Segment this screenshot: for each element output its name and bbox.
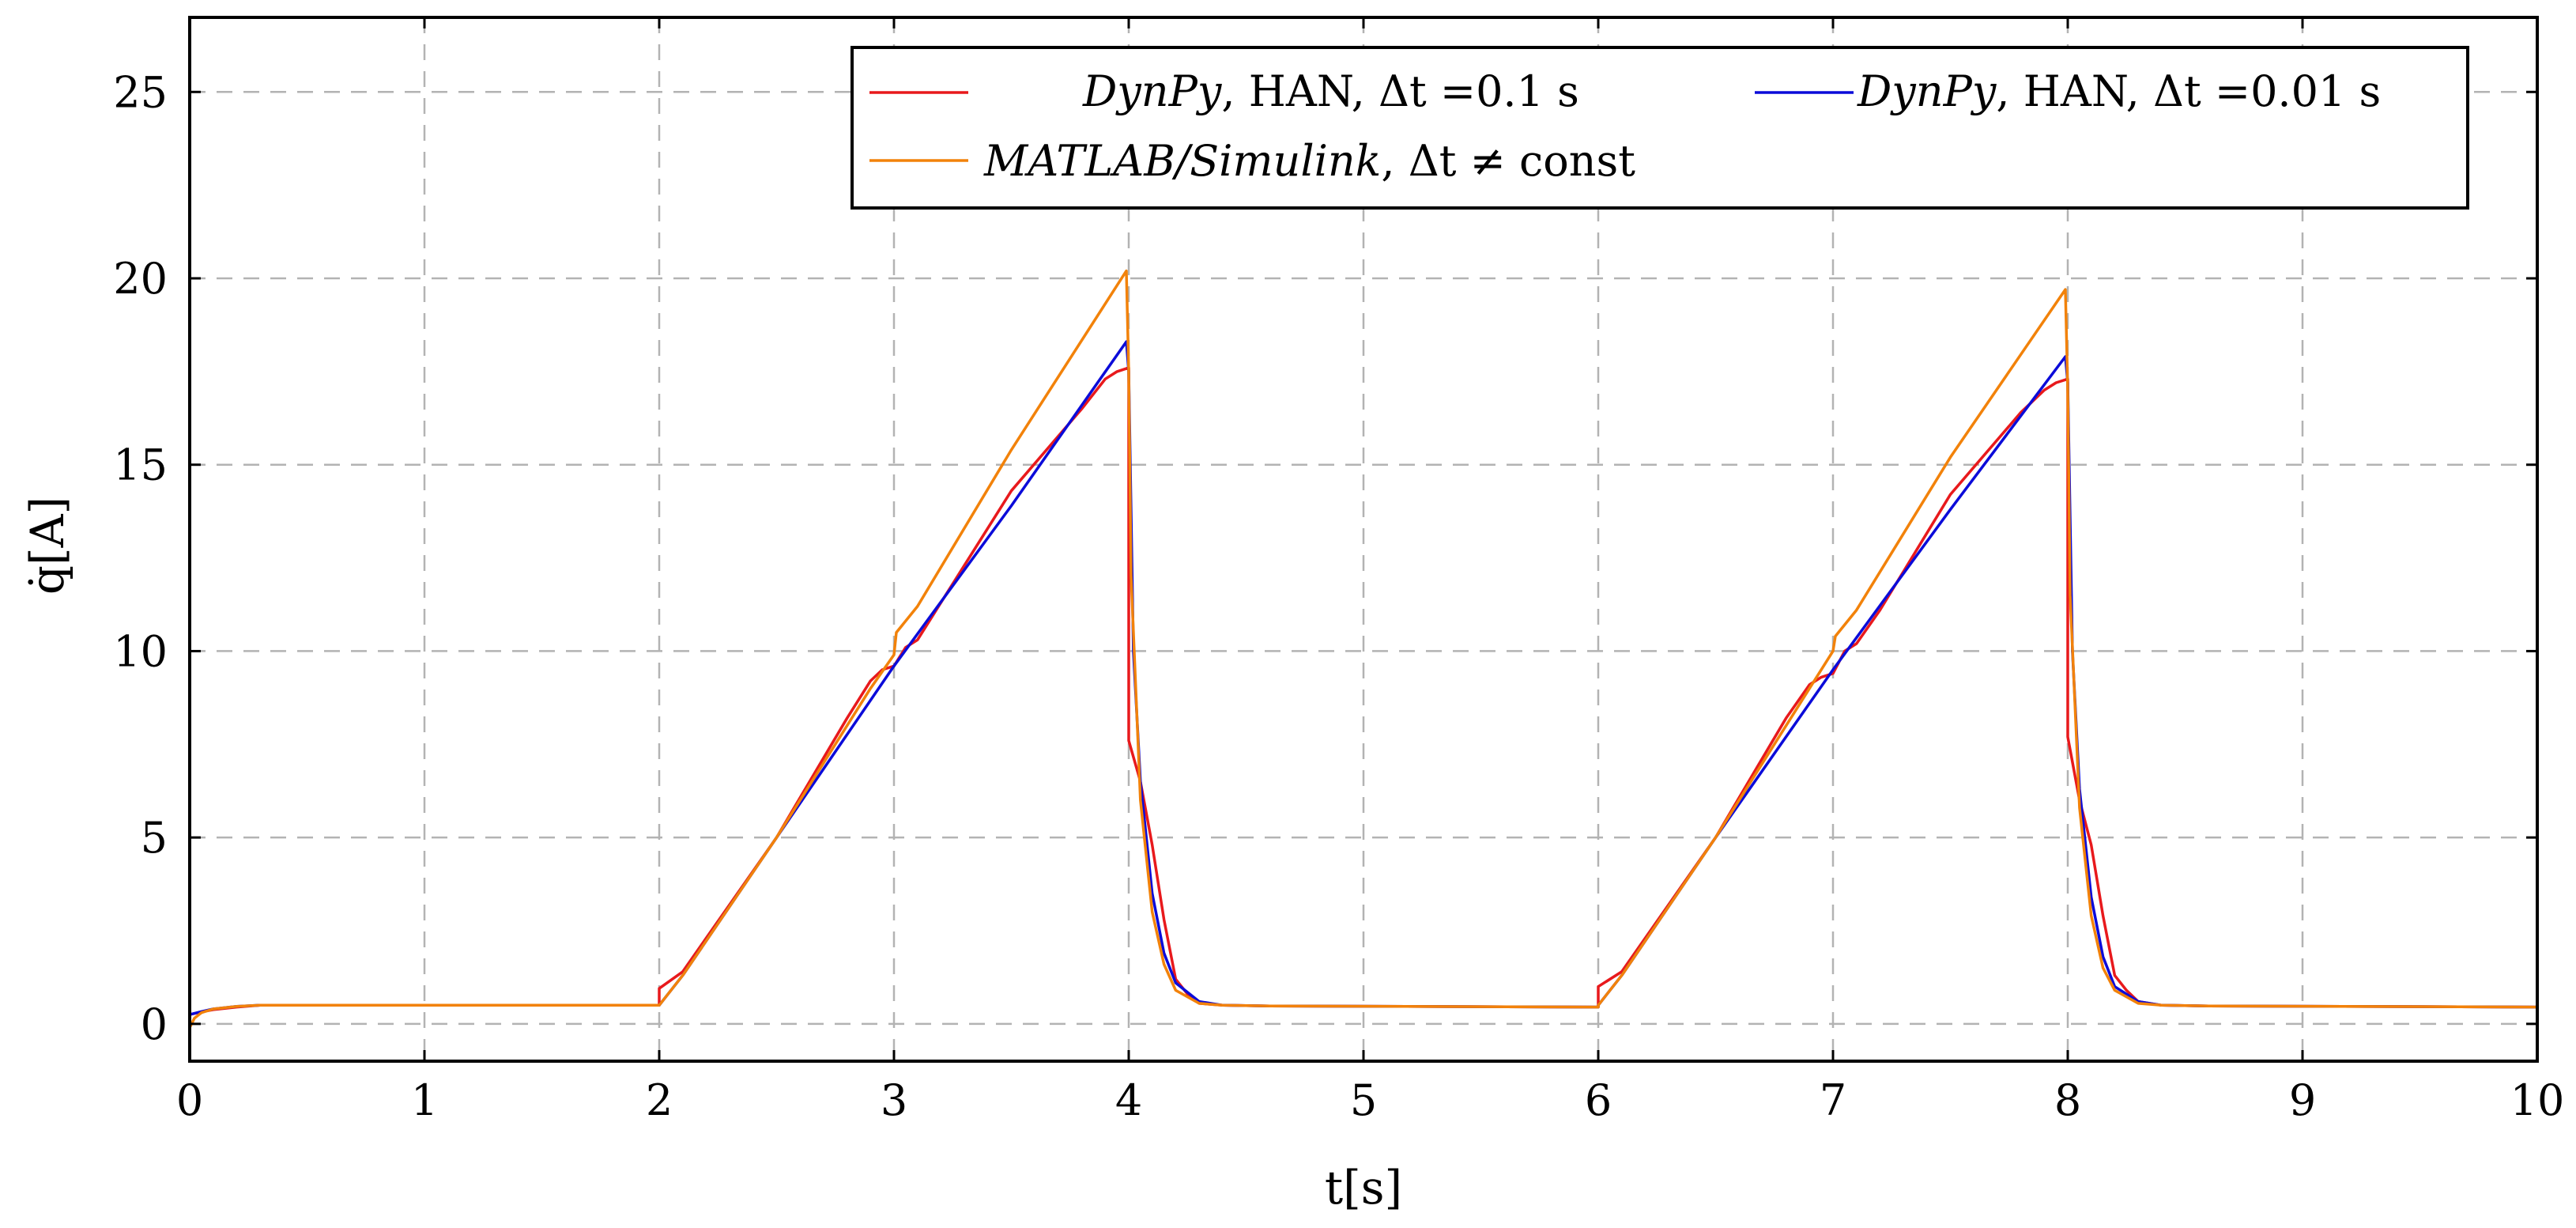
plot-frame <box>188 16 2539 1063</box>
y-tick-label: 20 <box>113 254 168 304</box>
series-lines <box>188 269 2539 1030</box>
x-tick-label: 4 <box>1115 1075 1142 1125</box>
x-tick-label: 0 <box>176 1075 203 1125</box>
x-tick-label: 3 <box>881 1075 907 1125</box>
x-tick-label: 8 <box>2054 1075 2081 1125</box>
y-tick-label: 0 <box>141 999 168 1049</box>
legend-label-series-3: MATLAB/Simulink, Δt ≠ const <box>983 136 1635 186</box>
legend-label-series-1: DynPy, HAN, Δt =0.1 s <box>1082 66 1579 116</box>
x-axis-label: t[s] <box>1325 1161 1402 1215</box>
legend-box <box>850 46 2469 210</box>
x-tick-label: 9 <box>2289 1075 2316 1125</box>
x-tick-label: 5 <box>1350 1075 1377 1125</box>
axis-ticks <box>188 17 2539 1061</box>
legend: DynPy, HAN, Δt =0.1 s DynPy, HAN, Δt =0.… <box>850 46 2469 210</box>
y-tick-label: 25 <box>113 67 168 117</box>
x-tick-label: 1 <box>411 1075 438 1125</box>
x-tick-label: 10 <box>2510 1075 2565 1125</box>
x-tick-label: 6 <box>1585 1075 1612 1125</box>
x-tick-label: 2 <box>646 1075 673 1125</box>
x-tick-label: 7 <box>1820 1075 1846 1125</box>
y-axis-label: q̇[A] <box>21 497 74 595</box>
y-tick-label: 5 <box>141 813 168 863</box>
legend-label-series-2: DynPy, HAN, Δt =0.01 s <box>1857 66 2381 116</box>
y-tick-label: 15 <box>113 440 168 490</box>
series-line-3 <box>188 269 2539 1030</box>
y-tick-label: 10 <box>113 626 168 676</box>
